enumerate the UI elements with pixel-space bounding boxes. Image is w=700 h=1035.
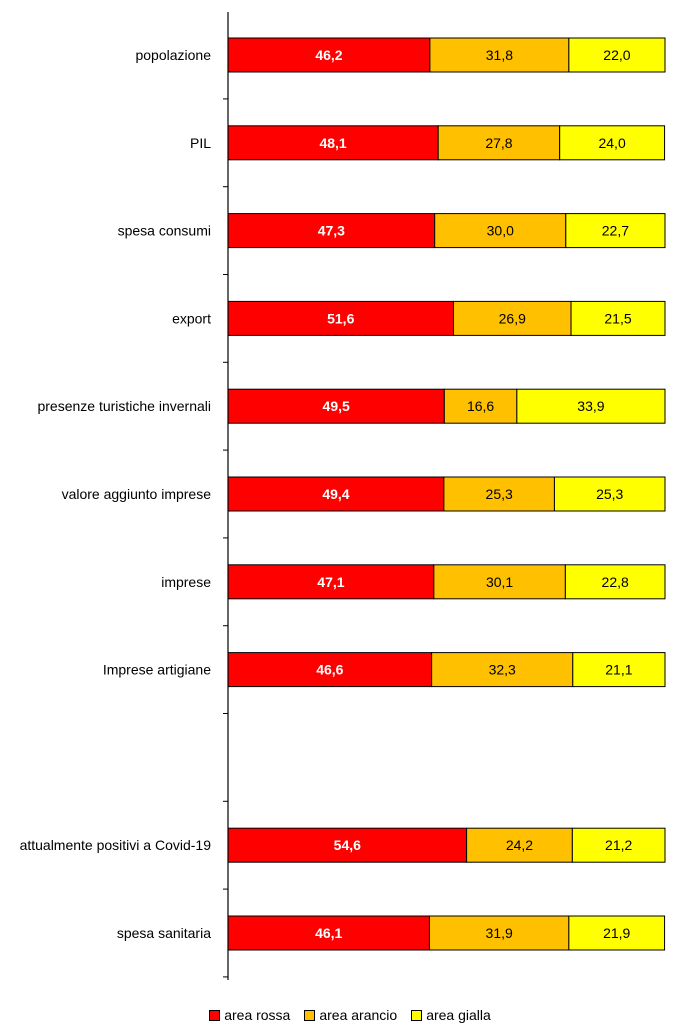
bar-area-gialla-attualmente-positivi-a-covid-19 bbox=[571, 827, 666, 863]
data-label-area-rossa-valore-aggiunto-imprese: 49,4 bbox=[322, 486, 349, 502]
bar-area-arancio-imprese-artigiane bbox=[431, 652, 574, 688]
bar-area-arancio-popolazione bbox=[429, 37, 570, 73]
data-label-area-gialla-pil: 24,0 bbox=[598, 135, 625, 151]
data-label-area-gialla-spesa-sanitaria: 21,9 bbox=[603, 925, 630, 941]
chart-legend: area rossa area arancio area gialla bbox=[0, 1004, 700, 1026]
data-label-area-gialla-presenze-turistiche-invernali: 33,9 bbox=[577, 398, 604, 414]
data-label-area-rossa-pil: 48,1 bbox=[319, 135, 346, 151]
legend-item-area-rossa: area rossa bbox=[209, 1007, 290, 1023]
data-label-area-arancio-spesa-sanitaria: 31,9 bbox=[486, 925, 513, 941]
data-label-area-gialla-attualmente-positivi-a-covid-19: 21,2 bbox=[605, 837, 632, 853]
bar-area-gialla-valore-aggiunto-imprese bbox=[553, 476, 666, 512]
legend-label-area-gialla: area gialla bbox=[426, 1007, 491, 1023]
data-label-area-arancio-presenze-turistiche-invernali: 16,6 bbox=[467, 398, 494, 414]
bar-area-rossa-imprese-artigiane bbox=[227, 652, 433, 688]
category-label-attualmente-positivi-a-covid-19: attualmente positivi a Covid-19 bbox=[20, 837, 212, 853]
data-label-area-gialla-popolazione: 22,0 bbox=[603, 47, 630, 63]
category-label-presenze-turistiche-invernali: presenze turistiche invernali bbox=[37, 398, 211, 414]
bar-area-arancio-presenze-turistiche-invernali bbox=[443, 388, 518, 424]
data-label-area-arancio-attualmente-positivi-a-covid-19: 24,2 bbox=[506, 837, 533, 853]
legend-swatch-area-gialla bbox=[411, 1009, 423, 1021]
data-label-area-rossa-imprese-artigiane: 46,6 bbox=[316, 662, 343, 678]
bar-area-arancio-imprese bbox=[433, 564, 566, 600]
data-label-area-gialla-export: 21,5 bbox=[604, 310, 631, 326]
data-label-area-arancio-valore-aggiunto-imprese: 25,3 bbox=[486, 486, 513, 502]
stacked-bar-chart: popolazione 46,2 31,8 22,0 PIL 48,1 27,8 24,0 sp… bbox=[20, 12, 666, 980]
bar-area-arancio-spesa-sanitaria bbox=[428, 915, 570, 951]
data-label-area-rossa-export: 51,6 bbox=[327, 310, 354, 326]
bar-area-gialla-imprese bbox=[564, 564, 666, 600]
bar-area-rossa-attualmente-positivi-a-covid-19 bbox=[227, 827, 468, 863]
data-label-area-arancio-imprese: 30,1 bbox=[486, 574, 513, 590]
bar-area-gialla-spesa-sanitaria bbox=[568, 915, 666, 951]
legend-item-area-gialla: area gialla bbox=[411, 1007, 491, 1023]
data-label-area-rossa-presenze-turistiche-invernali: 49,5 bbox=[323, 398, 350, 414]
data-label-area-gialla-imprese-artigiane: 21,1 bbox=[605, 662, 632, 678]
category-label-valore-aggiunto-imprese: valore aggiunto imprese bbox=[62, 486, 212, 502]
category-label-export: export bbox=[172, 310, 211, 326]
bar-area-gialla-popolazione bbox=[568, 37, 666, 73]
legend-label-area-arancio: area arancio bbox=[319, 1007, 398, 1023]
data-label-area-gialla-spesa-consumi: 22,7 bbox=[602, 223, 629, 239]
data-label-area-rossa-popolazione: 46,2 bbox=[315, 47, 342, 63]
bar-area-gialla-export bbox=[570, 300, 666, 336]
bar-area-gialla-pil bbox=[559, 125, 666, 161]
category-label-spesa-sanitaria: spesa sanitaria bbox=[117, 925, 211, 941]
bar-area-rossa-presenze-turistiche-invernali bbox=[227, 388, 445, 424]
data-label-area-rossa-attualmente-positivi-a-covid-19: 54,6 bbox=[334, 837, 361, 853]
bar-area-rossa-spesa-consumi bbox=[227, 213, 436, 249]
category-label-imprese: imprese bbox=[161, 574, 211, 590]
data-label-area-arancio-spesa-consumi: 30,0 bbox=[487, 223, 514, 239]
data-label-area-arancio-imprese-artigiane: 32,3 bbox=[489, 662, 516, 678]
data-label-area-gialla-valore-aggiunto-imprese: 25,3 bbox=[596, 486, 623, 502]
bar-area-rossa-imprese bbox=[227, 564, 435, 600]
category-label-spesa-consumi: spesa consumi bbox=[118, 223, 211, 239]
bar-area-rossa-spesa-sanitaria bbox=[227, 915, 430, 951]
bar-area-gialla-presenze-turistiche-invernali bbox=[516, 388, 666, 424]
legend-item-area-arancio: area arancio bbox=[304, 1007, 397, 1023]
bar-area-rossa-export bbox=[227, 300, 454, 336]
data-label-area-gialla-imprese: 22,8 bbox=[602, 574, 629, 590]
bar-area-arancio-valore-aggiunto-imprese bbox=[443, 476, 555, 512]
bar-area-rossa-popolazione bbox=[227, 37, 431, 73]
data-label-area-arancio-export: 26,9 bbox=[499, 310, 526, 326]
data-label-area-arancio-popolazione: 31,8 bbox=[486, 47, 513, 63]
category-label-pil: PIL bbox=[190, 135, 211, 151]
category-label-imprese-artigiane: Imprese artigiane bbox=[103, 662, 211, 678]
data-label-area-rossa-spesa-consumi: 47,3 bbox=[318, 223, 345, 239]
legend-swatch-area-arancio bbox=[304, 1009, 316, 1021]
bar-area-arancio-spesa-consumi bbox=[434, 213, 567, 249]
bar-area-gialla-imprese-artigiane bbox=[572, 652, 666, 688]
bar-area-arancio-pil bbox=[437, 125, 561, 161]
data-label-area-arancio-pil: 27,8 bbox=[485, 135, 512, 151]
legend-label-area-rossa: area rossa bbox=[224, 1007, 291, 1023]
bar-area-gialla-spesa-consumi bbox=[565, 213, 666, 249]
data-label-area-rossa-spesa-sanitaria: 46,1 bbox=[315, 925, 342, 941]
legend-swatch-area-rossa bbox=[209, 1009, 221, 1021]
category-label-popolazione: popolazione bbox=[135, 47, 211, 63]
data-label-area-rossa-imprese: 47,1 bbox=[317, 574, 344, 590]
